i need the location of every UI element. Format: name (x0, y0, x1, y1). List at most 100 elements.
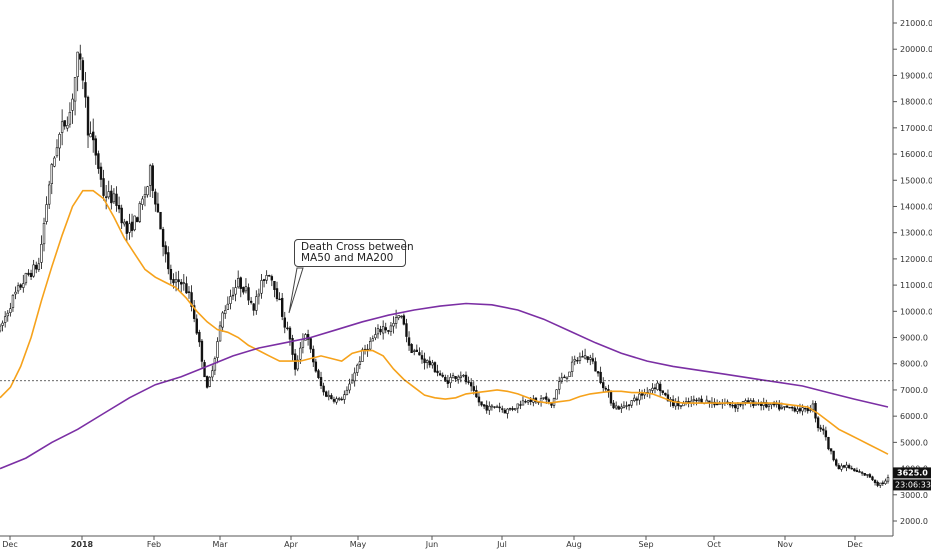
candle-body (141, 198, 144, 205)
time-tick-label: Dec (847, 540, 862, 549)
candle-body (208, 376, 211, 387)
candle-body (811, 403, 815, 410)
candle-body (224, 310, 227, 314)
candle-body (260, 280, 263, 294)
candle-body (524, 400, 527, 403)
candle-body (58, 133, 61, 149)
candle-body (218, 325, 222, 342)
candle-body (394, 317, 398, 324)
time-axis[interactable]: Dec 2018 Feb Mar Apr May Jun Jul Aug Sep Oct Nov Dec (2, 536, 863, 549)
candle-body (345, 389, 349, 396)
candle-body (203, 362, 206, 378)
candle-body (446, 380, 450, 384)
candle-body (286, 327, 289, 330)
candle-body (589, 357, 592, 360)
time-tick-label: Feb (147, 540, 161, 549)
candle-body (252, 303, 255, 311)
candle-body (115, 193, 118, 206)
candle-body (625, 405, 628, 407)
candle-body (229, 296, 232, 304)
candle-body (469, 382, 473, 387)
candle-body (379, 329, 382, 333)
candle-body (627, 404, 631, 407)
candle-body (312, 348, 315, 363)
time-tick-label: Jun (425, 540, 439, 549)
candle-body (837, 465, 841, 470)
candle-body (125, 221, 129, 234)
ma50-line (0, 189, 889, 455)
candle-body (840, 465, 843, 470)
candle-body (350, 379, 354, 384)
candle-body (29, 272, 33, 277)
candle-body (801, 407, 804, 412)
price-tick-label: 13000.0 (900, 229, 932, 238)
candle-body (123, 221, 126, 225)
candle-body (397, 315, 400, 319)
candle-body (387, 330, 390, 332)
price-tick-label: 16000.0 (900, 150, 932, 159)
candle-body (242, 286, 245, 293)
candle-body (871, 476, 874, 481)
candles-layer (0, 44, 890, 489)
candle-body (736, 404, 740, 409)
candle-body (187, 291, 191, 293)
candle-body (457, 376, 460, 380)
death-cross-annotation: Death Cross between MA50 and MA200 (294, 239, 414, 267)
time-tick-label: Mar (212, 540, 228, 549)
candle-body (599, 371, 602, 384)
candle-body (79, 53, 82, 60)
candle-body (275, 288, 279, 300)
candle-body (86, 96, 90, 136)
candle-body (547, 399, 551, 402)
candle-body (876, 481, 879, 486)
candle-body (803, 407, 807, 410)
candle-body (459, 375, 463, 378)
price-tick-label: 6000.0 (900, 412, 928, 421)
candle-body (73, 77, 77, 102)
candle-body (376, 328, 380, 335)
candle-body (850, 467, 853, 470)
candle-body (273, 280, 276, 290)
candle-body (325, 391, 328, 397)
candle-body (405, 323, 408, 337)
candle-body (112, 193, 116, 203)
candle-body (638, 393, 641, 401)
candle-body (498, 406, 501, 409)
candle-body (195, 318, 198, 334)
candle-body (578, 356, 582, 361)
price-tick-label: 19000.0 (900, 71, 932, 80)
candle-body (858, 471, 861, 473)
candle-body (120, 207, 123, 224)
candle-body (332, 399, 336, 402)
candle-body (216, 341, 219, 358)
candle-body (247, 287, 250, 301)
candle-body (816, 417, 820, 429)
candle-body (819, 427, 822, 430)
candle-body (436, 370, 439, 374)
candle-body (249, 300, 253, 303)
candle-body (640, 393, 644, 396)
moving-average-layer (0, 189, 889, 470)
candle-body (560, 377, 563, 382)
candle-body (236, 278, 240, 288)
candle-body (824, 430, 828, 438)
candle-body (278, 298, 281, 301)
price-tick-label: 8000.0 (900, 360, 928, 369)
candle-body (348, 383, 351, 391)
candle-body (198, 331, 201, 343)
candle-body (89, 133, 92, 138)
time-tick-label: Dec (2, 540, 17, 549)
candle-body (42, 223, 46, 245)
candle-body (356, 364, 359, 373)
candle-body (138, 203, 142, 222)
time-tick-label: Nov (777, 540, 793, 549)
candle-body (182, 282, 186, 284)
candle-body (94, 138, 97, 156)
candle-body (104, 196, 108, 198)
candle-body (529, 399, 532, 402)
candle-body (53, 157, 56, 167)
candle-body (767, 404, 771, 407)
candle-body (40, 244, 43, 263)
last-price-label: 3625.0 (897, 468, 928, 477)
candle-body (213, 358, 217, 371)
